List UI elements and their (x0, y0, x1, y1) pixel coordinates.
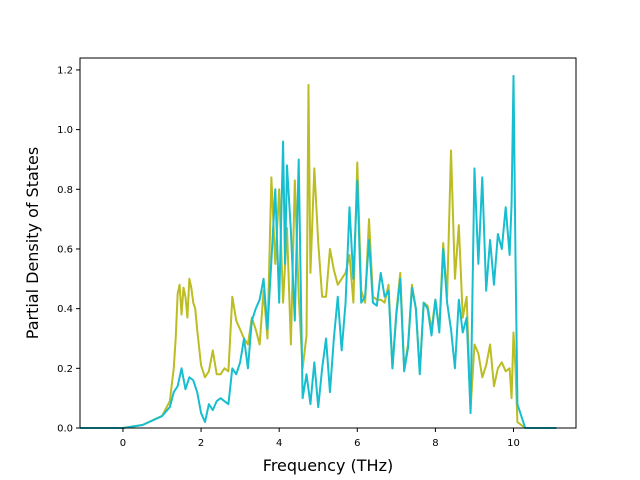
x-tick-label: 6 (354, 438, 360, 449)
series-line-2 (80, 74, 557, 429)
y-tick-label: 0.4 (57, 304, 73, 315)
x-axis-label: Frequency (THz) (263, 456, 393, 475)
y-axis-label: Partial Density of States (23, 147, 42, 339)
x-tick-label: 10 (507, 438, 520, 449)
x-tick-label: 0 (120, 438, 126, 449)
y-tick-label: 0.6 (57, 244, 73, 255)
y-tick-label: 0.2 (57, 364, 73, 375)
y-axis-ticks: 0.0 0.2 0.4 0.6 0.8 1.0 1.2 (57, 65, 80, 435)
y-tick-label: 1.0 (57, 125, 73, 136)
series-layer (80, 74, 557, 429)
y-tick-label: 1.2 (57, 65, 73, 76)
x-axis-ticks: 0 2 4 6 8 10 (120, 428, 520, 449)
y-tick-label: 0.8 (57, 185, 73, 196)
plot-frame (79, 57, 577, 429)
x-tick-label: 8 (432, 438, 438, 449)
series-line-1 (80, 83, 557, 429)
y-tick-label: 0.0 (57, 424, 73, 435)
x-tick-label: 2 (198, 438, 204, 449)
x-tick-label: 4 (276, 438, 282, 449)
